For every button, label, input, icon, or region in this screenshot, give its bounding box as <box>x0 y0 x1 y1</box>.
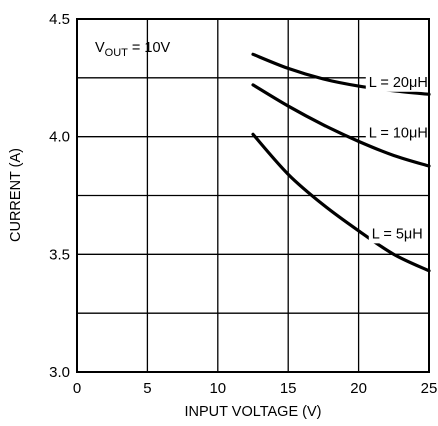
series-labels: L = 20μH L = 10μH L = 5μH <box>365 73 431 244</box>
grid-lines <box>77 19 429 372</box>
vout-subscript: OUT <box>105 47 129 59</box>
y-tick-label: 3.5 <box>49 246 70 263</box>
series-line-3 <box>251 132 431 273</box>
vout-suffix: = 10V <box>128 40 171 56</box>
vout-annotation: VOUT = 10V <box>95 40 171 59</box>
y-tick-label: 4.0 <box>49 129 70 146</box>
x-tick-label: 15 <box>280 380 297 397</box>
y-tick-labels: 3.0 3.5 4.0 4.5 <box>49 11 70 381</box>
series-label-background <box>365 73 431 92</box>
x-tick-label: 5 <box>143 380 151 397</box>
x-tick-labels: 0 5 10 15 20 25 <box>73 380 438 397</box>
x-tick-label: 25 <box>421 380 438 397</box>
y-tick-label: 4.5 <box>49 11 70 28</box>
vout-prefix: V <box>95 40 105 56</box>
plot-frame <box>76 18 430 373</box>
series-label-2: L = 10μH <box>369 125 428 141</box>
series-label-background <box>368 225 426 244</box>
series-line-2 <box>251 83 431 168</box>
y-axis-label: CURRENT (A) <box>8 148 24 242</box>
series-label-1: L = 20μH <box>369 75 428 91</box>
x-tick-label: 20 <box>350 380 367 397</box>
series-label-background <box>365 124 431 143</box>
x-axis-label: INPUT VOLTAGE (V) <box>185 404 322 420</box>
series-label-3: L = 5μH <box>372 226 423 242</box>
x-tick-label: 10 <box>209 380 226 397</box>
x-tick-label: 0 <box>73 380 81 397</box>
y-tick-label: 3.0 <box>49 364 70 381</box>
